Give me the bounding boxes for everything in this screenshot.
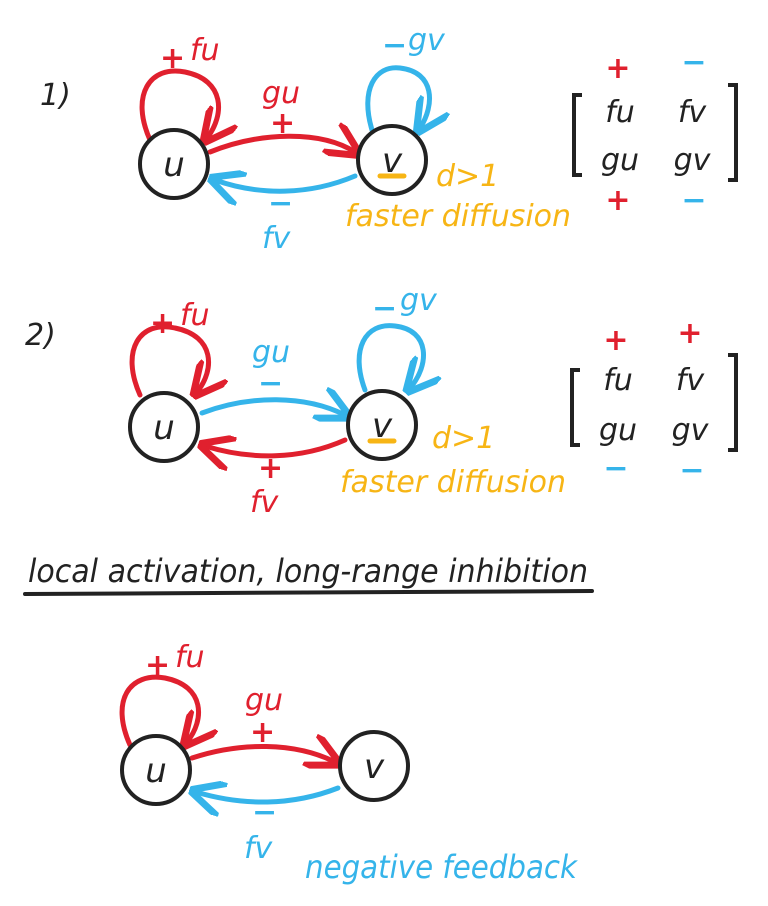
diagram-3-self-u-label: fu <box>175 640 205 675</box>
diagram-2-diffusion-note: faster diffusion <box>340 465 566 500</box>
diagram-2-edge-v-to-u <box>205 440 348 456</box>
diagram-1-v-to-u-sign: − <box>268 186 293 221</box>
diagram-2-matrix-gv: gv <box>672 413 710 448</box>
diagram-2-v-to-u-label: fv <box>250 485 280 520</box>
diagram-2-self-v-label: gv <box>400 283 438 318</box>
diagram-2-matrix: + + fu fv gu gv − − <box>570 316 738 488</box>
section-heading: local activation, long-range inhibition <box>28 552 588 590</box>
diagram-3-self-loop-u <box>119 674 198 745</box>
diagram-1-matrix-right-bracket <box>728 83 738 182</box>
diagram-2-node-v <box>346 389 418 461</box>
diagram-1-node-u <box>138 128 210 200</box>
diagram-2-matrix-bottom-sign-2: − <box>679 453 704 488</box>
diagram-1-self-u-label: fu <box>190 33 220 68</box>
diagram-2-matrix-left-bracket <box>570 368 580 447</box>
diagram-2-self-loop-u <box>129 324 208 395</box>
diagram-3-note: negative feedback <box>305 848 578 886</box>
diagram-2-u-to-v-sign: − <box>258 366 283 401</box>
diagram-2-self-loop-v <box>356 323 423 390</box>
diagram-1-u-to-v-label: gu <box>262 76 300 111</box>
diagram-3-u-to-v-label: gu <box>245 683 283 718</box>
diagram-2-u-to-v-label: gu <box>252 335 290 370</box>
diagram-3: + fu gu + − fv u v negative feedback <box>119 640 578 886</box>
diagram-1-self-v-label: gv <box>408 23 446 58</box>
section-heading-underline <box>23 589 594 596</box>
diagram-1-matrix-fu: fu <box>605 95 635 130</box>
diagram-2-matrix-right-bracket <box>728 353 738 452</box>
diagram-1-u-to-v-sign: + <box>270 106 295 141</box>
diagram-1-v-to-u-label: fv <box>262 221 292 256</box>
diagram-1-self-loop-u <box>139 68 218 140</box>
diagram-2-matrix-top-sign-2: + <box>677 316 702 351</box>
diagram-2-node-u-label: u <box>153 408 175 448</box>
diagram-2-v-to-u-sign: + <box>258 451 283 486</box>
diagram-2-self-u-sign: + <box>150 306 175 341</box>
diagram-3-v-to-u-label: fv <box>244 831 274 866</box>
diagram-2-d-label: d>1 <box>432 421 495 456</box>
diagram-1-matrix-top-sign-1: + <box>605 51 630 86</box>
diagram-3-node-u <box>120 734 192 806</box>
diagram-2-matrix-bottom-sign-1: − <box>603 451 628 486</box>
diagram-1-matrix-top-sign-2: − <box>681 45 706 80</box>
diagram-2-matrix-gu: gu <box>599 413 637 448</box>
diagram-1-matrix: + − fu fv gu gv + − <box>572 45 738 218</box>
diagram-1-matrix-gu: gu <box>601 143 639 178</box>
diagram-1-d-label: d>1 <box>436 159 499 194</box>
diagram-1-self-v-sign: − <box>382 28 407 63</box>
diagram-1-matrix-bottom-sign-1: + <box>605 183 630 218</box>
diagram-2-self-v-sign: − <box>372 291 397 326</box>
diagram-3-node-v <box>338 730 410 802</box>
diagram-3-self-u-sign: + <box>145 648 170 683</box>
diagram-1-number: 1) <box>40 78 71 113</box>
diagram-2-matrix-top-sign-1: + <box>603 323 628 358</box>
diagram-1-matrix-left-bracket <box>572 93 582 177</box>
diagram-2-self-u-label: fu <box>180 298 210 333</box>
diagram-1-node-v-label: v <box>382 141 403 181</box>
diagram-2-node-u <box>128 391 200 463</box>
diagram-1: 1) + fu − gv gu + − fv u v d>1 faster di… <box>40 23 738 256</box>
diagram-2-node-v-label: v <box>372 406 393 446</box>
diagram-2-edge-u-to-v <box>199 400 345 415</box>
diagram-2-matrix-fu: fu <box>603 363 633 398</box>
diagram-1-node-v <box>356 124 428 196</box>
diagram-2-number: 2) <box>25 318 56 353</box>
diagram-3-edge-v-to-u <box>196 788 341 802</box>
diagram-1-matrix-fv: fv <box>678 95 708 130</box>
diagram-3-node-u-label: u <box>145 751 167 791</box>
diagram-1-edge-u-to-v <box>207 136 355 152</box>
diagram-3-u-to-v-sign: + <box>250 715 275 750</box>
diagram-3-node-v-label: v <box>364 747 385 787</box>
diagram-1-matrix-bottom-sign-2: − <box>681 183 706 218</box>
diagram-2: 2) + fu − gv gu − + fv u v d>1 faster di… <box>25 283 738 520</box>
diagram-1-self-loop-v <box>365 65 430 130</box>
diagram-1-self-u-sign: + <box>160 41 185 76</box>
diagram-1-edge-v-to-u <box>215 176 358 191</box>
diagram-1-matrix-gv: gv <box>674 143 712 178</box>
diagram-1-diffusion-note: faster diffusion <box>345 199 571 234</box>
diagram-1-node-u-label: u <box>163 145 185 185</box>
diagram-2-matrix-fv: fv <box>676 363 706 398</box>
diagram-3-edge-u-to-v <box>189 746 335 762</box>
diagram-3-v-to-u-sign: − <box>252 795 277 830</box>
